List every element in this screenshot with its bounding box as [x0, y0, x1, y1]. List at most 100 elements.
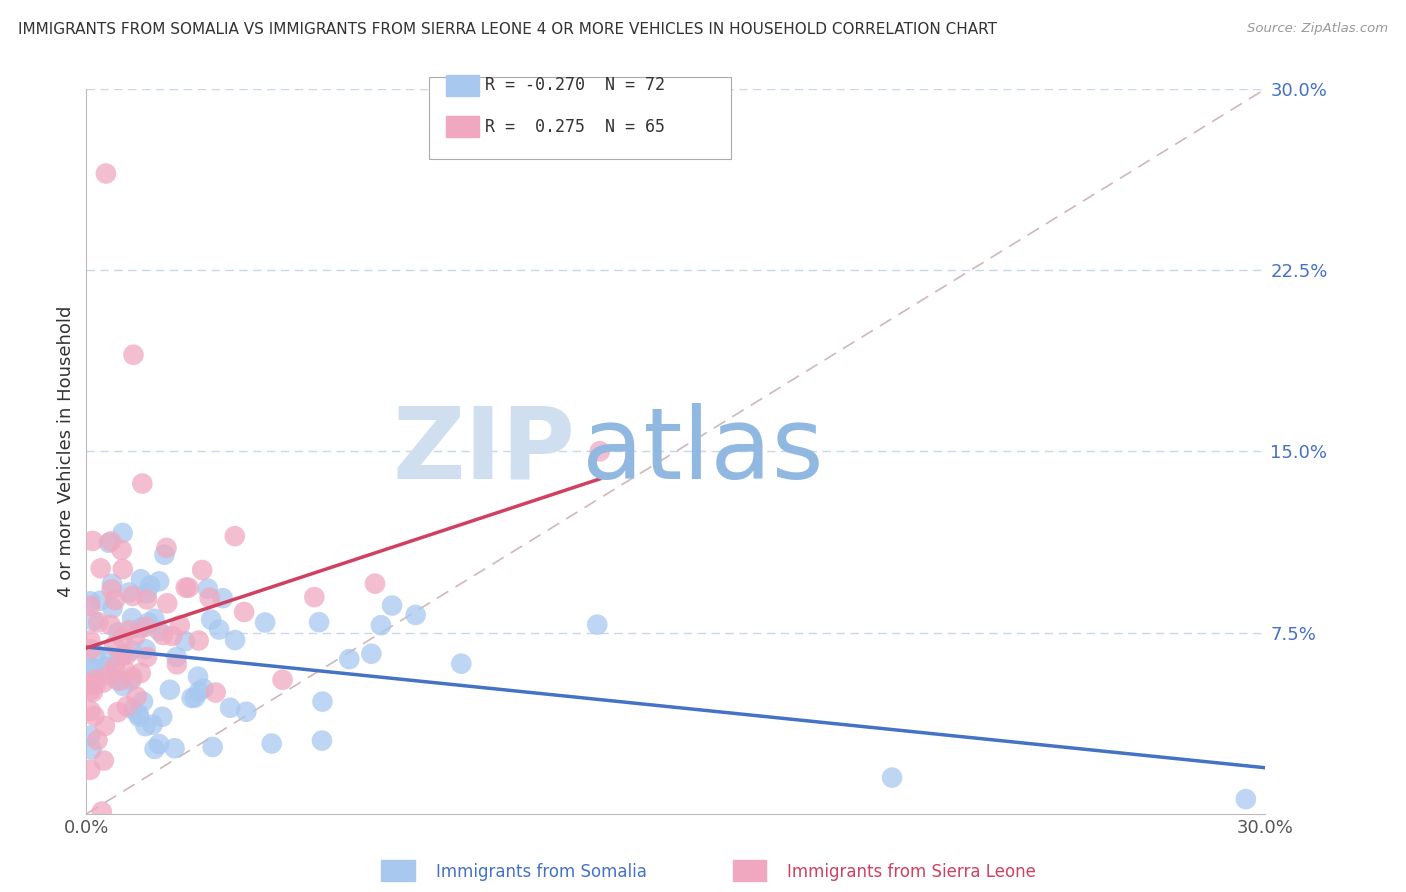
Point	[370, 618, 392, 632]
Point	[136, 592, 159, 607]
Point	[128, 707, 150, 722]
Point	[271, 673, 294, 687]
Point	[187, 670, 209, 684]
Point	[97, 668, 120, 682]
Point	[135, 620, 157, 634]
Point	[90, 561, 112, 575]
Point	[450, 657, 472, 671]
Point	[101, 577, 124, 591]
Point	[125, 690, 148, 704]
Point	[82, 661, 104, 675]
Text: ZIP: ZIP	[392, 403, 575, 500]
Point	[86, 733, 108, 747]
Point	[108, 650, 131, 665]
Point	[121, 643, 143, 657]
Point	[129, 665, 152, 680]
Point	[129, 621, 152, 635]
Point	[219, 700, 242, 714]
Point	[79, 729, 101, 743]
Point	[94, 719, 117, 733]
Point	[152, 628, 174, 642]
Point	[139, 579, 162, 593]
Point	[586, 617, 609, 632]
Point	[90, 805, 112, 819]
Point	[155, 541, 177, 555]
Point	[101, 601, 124, 615]
Text: R = -0.270  N = 72: R = -0.270 N = 72	[485, 76, 665, 94]
Point	[122, 703, 145, 717]
Point	[405, 607, 427, 622]
Point	[260, 737, 283, 751]
Point	[79, 704, 101, 718]
Point	[112, 679, 135, 693]
Text: Source: ZipAtlas.com: Source: ZipAtlas.com	[1247, 22, 1388, 36]
Point	[128, 710, 150, 724]
Point	[360, 647, 382, 661]
Text: atlas: atlas	[582, 403, 823, 500]
Point	[148, 737, 170, 751]
Point	[94, 167, 117, 181]
Point	[79, 677, 101, 691]
Point	[304, 590, 326, 604]
Point	[235, 705, 257, 719]
Point	[163, 741, 186, 756]
Point	[174, 581, 197, 595]
Point	[111, 631, 134, 645]
Point	[135, 586, 157, 600]
Point	[197, 582, 219, 596]
Point	[153, 548, 176, 562]
Text: Immigrants from Somalia: Immigrants from Somalia	[436, 863, 647, 881]
Point	[82, 685, 104, 699]
Point	[132, 695, 155, 709]
Point	[143, 742, 166, 756]
Point	[211, 591, 233, 606]
Point	[1234, 792, 1257, 806]
Point	[311, 733, 333, 747]
Point	[84, 673, 107, 687]
Point	[80, 742, 103, 756]
Point	[208, 623, 231, 637]
Point	[159, 682, 181, 697]
Point	[79, 763, 101, 777]
Point	[89, 593, 111, 607]
Point	[254, 615, 277, 630]
Point	[115, 699, 138, 714]
Point	[79, 683, 101, 698]
Point	[100, 534, 122, 549]
Point	[104, 593, 127, 607]
Point	[83, 661, 105, 675]
Point	[110, 673, 132, 688]
Point	[134, 719, 156, 733]
Point	[93, 754, 115, 768]
Point	[83, 614, 105, 628]
Point	[94, 660, 117, 674]
Point	[117, 648, 139, 662]
Y-axis label: 4 or more Vehicles in Household: 4 or more Vehicles in Household	[58, 306, 75, 597]
Point	[224, 633, 246, 648]
Point	[143, 612, 166, 626]
Point	[79, 594, 101, 608]
Point	[129, 572, 152, 586]
Point	[136, 615, 159, 630]
Point	[193, 681, 215, 696]
Point	[224, 529, 246, 543]
Point	[233, 605, 256, 619]
Point	[104, 660, 127, 674]
Point	[107, 705, 129, 719]
Point	[201, 739, 224, 754]
Point	[97, 535, 120, 549]
Point	[136, 650, 159, 665]
Point	[156, 596, 179, 610]
Point	[880, 771, 903, 785]
Point	[121, 589, 143, 603]
Point	[107, 625, 129, 640]
Point	[120, 673, 142, 688]
Point	[100, 617, 122, 632]
Point	[135, 642, 157, 657]
Point	[93, 675, 115, 690]
Text: R =  0.275  N = 65: R = 0.275 N = 65	[485, 118, 665, 136]
Point	[180, 690, 202, 705]
Point	[308, 615, 330, 630]
Point	[589, 444, 612, 458]
Point	[83, 709, 105, 723]
